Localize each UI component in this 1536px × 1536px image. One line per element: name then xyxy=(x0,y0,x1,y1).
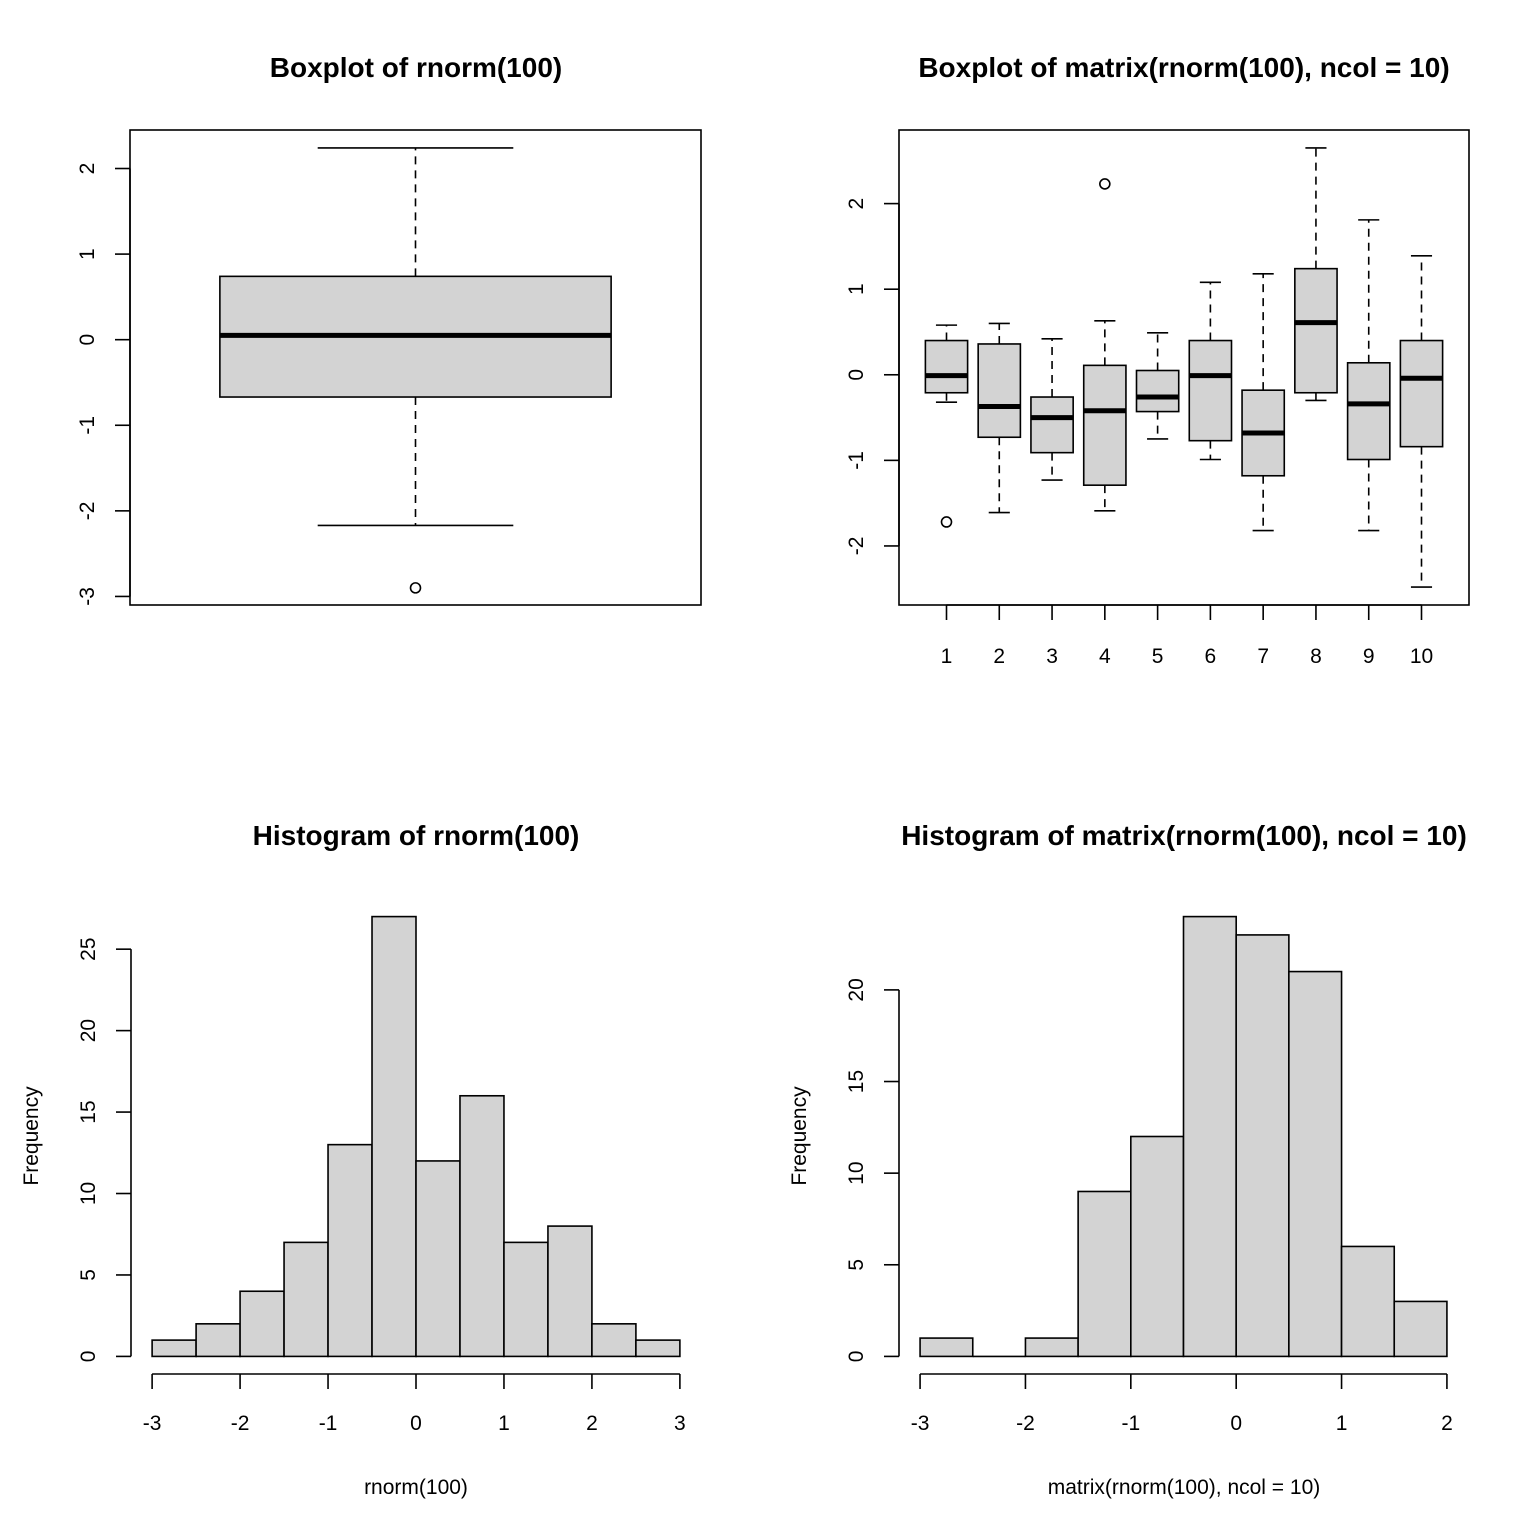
boxplot-2-ytick-label: 1 xyxy=(845,283,868,295)
histogram-2-ytick-label: 5 xyxy=(845,1259,868,1271)
boxplot-2-box xyxy=(1399,339,1444,448)
boxplot-2-xtick-label: 3 xyxy=(1046,645,1058,668)
boxplot-2-xtick-label: 4 xyxy=(1099,645,1111,668)
histogram-2-bar xyxy=(1288,970,1343,1358)
boxplot-1-ytick-label: 0 xyxy=(76,334,99,346)
boxplot-2-outlier xyxy=(1099,178,1111,190)
histogram-1-bar xyxy=(459,1094,505,1358)
histogram-1-bar xyxy=(591,1323,637,1358)
ylabel-histogram-2: Frequency xyxy=(788,1086,811,1186)
title-histogram-1: Histogram of rnorm(100) xyxy=(253,820,580,851)
histogram-1-bar xyxy=(195,1323,241,1358)
histogram-2-bar xyxy=(1024,1337,1079,1358)
boxplot-2-xtick-label: 7 xyxy=(1257,645,1269,668)
boxplot-2-xtick-label: 9 xyxy=(1363,645,1375,668)
histogram-1-bar xyxy=(371,915,417,1358)
histogram-2-ytick-label: 10 xyxy=(845,1161,868,1184)
boxplot-2-xtick-label: 10 xyxy=(1410,645,1433,668)
histogram-2-bar xyxy=(1340,1245,1396,1358)
boxplot-2-xtick-label: 2 xyxy=(993,645,1005,668)
boxplot-2-box xyxy=(977,343,1022,439)
histogram-1-xtick-label: 2 xyxy=(586,1412,598,1435)
histogram-2-ytick-label: 0 xyxy=(845,1351,868,1363)
boxplot-2-box xyxy=(924,339,969,394)
boxplot-2-xtick-label: 5 xyxy=(1152,645,1164,668)
title-boxplot-1: Boxplot of rnorm(100) xyxy=(270,52,562,83)
histogram-1-ytick-label: 25 xyxy=(77,937,100,960)
histogram-1-bar xyxy=(283,1241,329,1358)
histogram-1-bar xyxy=(239,1290,285,1358)
boxplot-2-ytick-label: -2 xyxy=(845,537,868,556)
histogram-2-bar xyxy=(1130,1135,1185,1358)
histogram-1-ytick-label: 20 xyxy=(77,1019,100,1042)
boxplot-1-ytick-label: -2 xyxy=(76,502,99,521)
histogram-2-xtick-label: 0 xyxy=(1230,1412,1242,1435)
histogram-2-xtick-label: -1 xyxy=(1121,1412,1140,1435)
histogram-2-bar xyxy=(1393,1300,1448,1358)
boxplot-2-box xyxy=(1188,339,1233,442)
boxplot-2-box xyxy=(1294,267,1338,394)
histogram-2-xtick-label: 1 xyxy=(1336,1412,1348,1435)
ylabel-histogram-1: Frequency xyxy=(20,1086,43,1186)
title-histogram-2: Histogram of matrix(rnorm(100), ncol = 1… xyxy=(901,820,1467,851)
xlabel-histogram-2: matrix(rnorm(100), ncol = 10) xyxy=(1048,1476,1321,1499)
histogram-2-ytick-label: 15 xyxy=(845,1070,868,1093)
boxplot-2-xtick-label: 1 xyxy=(941,645,953,668)
histogram-1-bar xyxy=(635,1339,681,1358)
histogram-2-xtick-label: 2 xyxy=(1441,1412,1453,1435)
histogram-1-bar xyxy=(327,1143,373,1358)
boxplot-1-ytick-label: -1 xyxy=(76,416,99,435)
boxplot-1-outlier xyxy=(409,582,422,594)
boxplot-2-ytick-label: -1 xyxy=(845,451,868,470)
histogram-1-bar xyxy=(415,1160,461,1358)
boxplot-2-box xyxy=(1030,396,1074,454)
boxplot-1-ytick-label: -3 xyxy=(76,587,99,606)
boxplot-2-ytick-label: 0 xyxy=(845,369,868,381)
xlabel-histogram-1: rnorm(100) xyxy=(364,1476,468,1499)
histogram-2-ytick-label: 20 xyxy=(845,978,868,1001)
boxplot-2-ytick-label: 2 xyxy=(845,198,868,210)
histogram-1-xtick-label: 0 xyxy=(410,1412,422,1435)
histogram-1-bar xyxy=(503,1241,549,1358)
boxplot-1-ytick-label: 1 xyxy=(76,248,99,260)
histogram-1-bar xyxy=(547,1225,593,1358)
histogram-1-xtick-label: -3 xyxy=(143,1412,162,1435)
boxplot-2-box xyxy=(1346,361,1391,461)
histogram-1-bar xyxy=(151,1339,197,1358)
histogram-2-bar xyxy=(1182,915,1237,1358)
histogram-2-bar xyxy=(1235,934,1290,1358)
histogram-1-ytick-label: 15 xyxy=(77,1100,100,1123)
boxplot-2-box xyxy=(1082,364,1127,486)
boxplot-2-box xyxy=(1135,369,1180,413)
histogram-2-bar xyxy=(1077,1190,1132,1358)
title-boxplot-2: Boxplot of matrix(rnorm(100), ncol = 10) xyxy=(918,52,1449,83)
histogram-1-ytick-label: 10 xyxy=(77,1182,100,1205)
histogram-1-xtick-label: 3 xyxy=(674,1412,686,1435)
boxplot-2-xtick-label: 6 xyxy=(1205,645,1217,668)
boxplot-2-xtick-label: 8 xyxy=(1310,645,1322,668)
boxplot-1-ytick-label: 2 xyxy=(76,163,99,175)
boxplot-2-outlier xyxy=(940,516,953,528)
histogram-2-bar xyxy=(919,1337,974,1358)
histogram-1-xtick-label: -1 xyxy=(319,1412,338,1435)
histogram-1-xtick-label: 1 xyxy=(498,1412,510,1435)
histogram-1-xtick-label: -2 xyxy=(231,1412,250,1435)
histogram-1-ytick-label: 5 xyxy=(77,1269,100,1281)
histogram-2-xtick-label: -3 xyxy=(911,1412,930,1435)
histogram-2-xtick-label: -2 xyxy=(1016,1412,1035,1435)
histogram-1-ytick-label: 0 xyxy=(77,1351,100,1363)
